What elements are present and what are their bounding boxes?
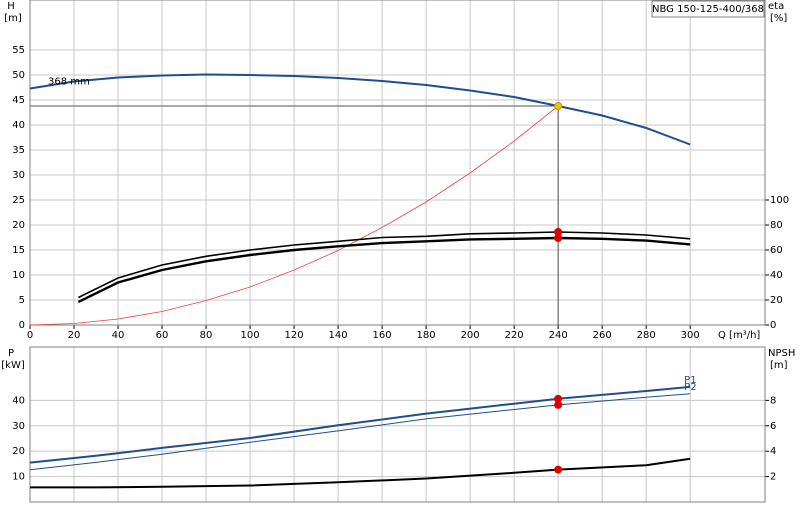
curve-label: P1 — [684, 375, 696, 386]
title-box — [651, 0, 765, 18]
operating-point — [554, 102, 563, 110]
curve-label: 368 mm — [48, 77, 90, 88]
x-tick-label: 180 — [417, 330, 436, 341]
y-axis-unit: [m] — [4, 13, 22, 24]
x-tick-label: 200 — [461, 330, 480, 341]
x-tick-label: 300 — [681, 330, 700, 341]
y-tick-label: 0 — [19, 320, 25, 331]
x-tick-label: 60 — [156, 330, 169, 341]
operating-point — [554, 400, 563, 409]
y2-axis-label: eta — [768, 1, 784, 12]
y-tick-label: 20 — [12, 446, 25, 457]
plot-frame — [29, 0, 766, 326]
x-tick-label: 260 — [593, 330, 612, 341]
x-tick-label: 240 — [549, 330, 568, 341]
curve — [29, 105, 559, 326]
operating-point — [554, 234, 563, 242]
y2-axis-unit: [m] — [770, 360, 788, 371]
y-tick-label: 40 — [12, 120, 25, 131]
y2-tick-label: 40 — [770, 270, 783, 281]
y2-tick-label: 0 — [770, 320, 776, 331]
x-tick-label: 40 — [112, 330, 125, 341]
x-tick-label: 160 — [373, 330, 392, 341]
y2-tick-label: 80 — [770, 220, 783, 231]
curve — [29, 393, 691, 471]
y2-tick-label: 20 — [770, 295, 783, 306]
y-tick-label: 10 — [12, 472, 25, 483]
y-tick-label: 20 — [12, 220, 25, 231]
y-tick-label: 15 — [12, 245, 25, 256]
y2-tick-label: 2 — [770, 472, 776, 483]
x-tick-label: 280 — [637, 330, 656, 341]
y-tick-label: 45 — [12, 95, 25, 106]
x-tick-label: 0 — [27, 330, 33, 341]
curve — [29, 385, 691, 464]
y-axis-label: H — [7, 1, 15, 12]
x-tick-label: 120 — [285, 330, 304, 341]
x-tick-label: 100 — [241, 330, 260, 341]
curve — [77, 236, 691, 303]
curve — [29, 73, 691, 146]
operating-point — [554, 465, 563, 474]
x-axis-label: Q [m³/h] — [718, 330, 760, 341]
y-tick-label: 30 — [12, 170, 25, 181]
chart-title: NBG 150-125-400/368 — [652, 4, 764, 15]
curve-label: P2 — [684, 382, 696, 393]
x-tick-label: 140 — [329, 330, 348, 341]
y-tick-label: 5 — [19, 295, 25, 306]
y-axis-label: P — [8, 348, 14, 359]
y-tick-label: 25 — [12, 195, 25, 206]
x-tick-label: 80 — [200, 330, 213, 341]
y-axis-unit: [kW] — [1, 360, 25, 371]
x-tick-label: 220 — [505, 330, 524, 341]
x-tick-label: 20 — [68, 330, 81, 341]
plot-frame — [29, 346, 766, 503]
y2-axis-label: NPSH — [768, 348, 795, 359]
y-tick-label: 35 — [12, 145, 25, 156]
y2-tick-label: 4 — [770, 446, 776, 457]
curve — [30, 457, 691, 489]
y2-tick-label: 8 — [770, 395, 776, 406]
y2-tick-label: 60 — [770, 245, 783, 256]
y-tick-label: 40 — [12, 395, 25, 406]
curve — [78, 231, 691, 299]
y-tick-label: 50 — [12, 70, 25, 81]
y2-axis-unit: [%] — [770, 13, 787, 24]
y-tick-label: 10 — [12, 270, 25, 281]
y2-tick-label: 6 — [770, 421, 776, 432]
y-tick-label: 30 — [12, 421, 25, 432]
y-tick-label: 55 — [12, 45, 25, 56]
y2-tick-label: 100 — [770, 195, 789, 206]
